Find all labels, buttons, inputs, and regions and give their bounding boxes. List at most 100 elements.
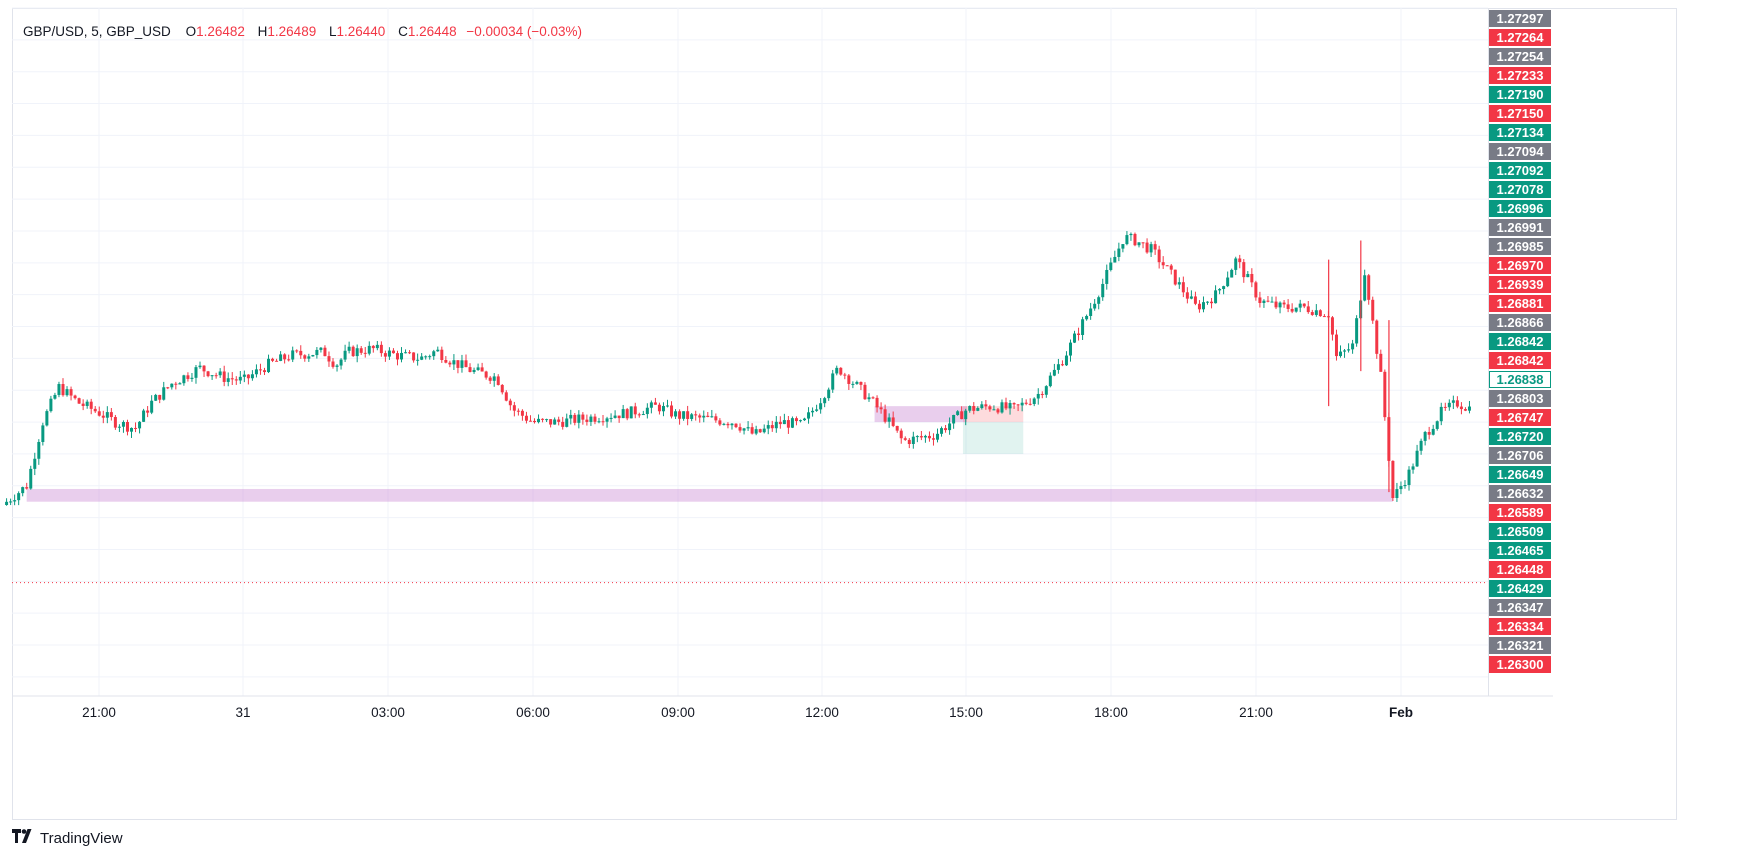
candle-body (279, 354, 283, 361)
candle (1395, 482, 1399, 502)
candle-body (1004, 402, 1008, 409)
candle-body (343, 350, 347, 360)
candle (1012, 402, 1016, 409)
candle-body (1250, 273, 1254, 283)
candle-body (226, 378, 230, 382)
price-tag-label: 1.26970 (1497, 258, 1544, 273)
candle (1165, 265, 1169, 267)
price-tag-label: 1.27078 (1497, 182, 1544, 197)
candle (1016, 404, 1020, 412)
candle (97, 406, 101, 417)
time-tick-label: 09:00 (661, 705, 695, 720)
price-tag-box (1489, 333, 1551, 350)
candle (367, 341, 371, 356)
candle-body (295, 350, 299, 352)
candle (657, 402, 661, 415)
candle (395, 350, 399, 366)
candle (464, 354, 468, 368)
candle (1310, 309, 1314, 316)
candle (1125, 231, 1129, 246)
candle-body (1161, 262, 1165, 266)
candle (1290, 303, 1294, 314)
candle-body (1226, 277, 1230, 287)
candle-body (609, 417, 613, 419)
price-tag-label: 1.26985 (1497, 239, 1544, 254)
candle-body (1064, 355, 1068, 366)
candle (541, 418, 545, 423)
candle (1419, 438, 1423, 455)
candle-body (931, 438, 935, 440)
symbol-legend[interactable]: GBP/USD, 5, GBP_USD O1.26482 H1.26489 L1… (23, 24, 582, 39)
candle-body (577, 414, 581, 423)
candle-body (1056, 364, 1060, 370)
price-tag-box (1489, 143, 1551, 160)
candle-body (1113, 256, 1117, 263)
price-tag: 1.26866 (1489, 314, 1551, 331)
price-tag-box (1489, 485, 1551, 502)
candle (1238, 254, 1242, 269)
candle-body (468, 367, 472, 373)
candle (1411, 463, 1415, 474)
price-tag: 1.26747 (1489, 409, 1551, 426)
candle-body (827, 389, 831, 399)
price-tag: 1.26881 (1489, 295, 1551, 312)
open-label: O (185, 24, 197, 39)
candle (428, 354, 432, 360)
price-tag-label: 1.27297 (1497, 11, 1544, 26)
candle (803, 417, 807, 421)
candle-body (911, 436, 915, 445)
candle-body (1052, 369, 1056, 376)
candle (113, 414, 117, 430)
price-tag: 1.26509 (1489, 523, 1551, 540)
price-tag-box (1489, 523, 1551, 540)
candle (85, 399, 89, 409)
candle (1391, 460, 1395, 501)
candle-body (875, 397, 879, 408)
candle-body (1024, 402, 1028, 404)
candle-body (823, 398, 827, 404)
price-tag: 1.27254 (1489, 48, 1551, 65)
candle (686, 405, 690, 426)
candle-body (533, 420, 537, 423)
candle-body (657, 404, 661, 412)
candle (516, 408, 520, 416)
candle-body (283, 354, 287, 360)
candle (976, 406, 980, 412)
candle-body (972, 406, 976, 411)
candle-body (988, 406, 992, 410)
candle (258, 363, 262, 375)
candle (609, 413, 613, 423)
candle-body (21, 487, 25, 494)
candle-body (73, 395, 77, 399)
candle-body (871, 397, 875, 399)
candle (1218, 288, 1222, 295)
candle-body (246, 374, 250, 379)
candle (311, 354, 315, 357)
candle (1286, 299, 1290, 313)
candle (412, 352, 416, 363)
candle (1093, 299, 1097, 311)
candle-body (262, 370, 266, 373)
candle (1330, 316, 1334, 341)
candle-body (1230, 269, 1234, 278)
price-tag-box (1489, 200, 1551, 217)
candle-body (375, 344, 379, 349)
candle (109, 408, 113, 421)
price-tag-label: 1.26996 (1497, 201, 1544, 216)
candle (512, 401, 516, 417)
candle-body (1339, 351, 1343, 357)
price-tag-box (1489, 637, 1551, 654)
tradingview-brand[interactable]: TradingView (12, 829, 123, 847)
candle-body (786, 420, 790, 428)
candle (480, 362, 484, 372)
price-tag: 1.26334 (1489, 618, 1551, 635)
candle-body (400, 352, 404, 360)
candle-body (174, 383, 178, 385)
candle (911, 431, 915, 449)
candle-body (790, 418, 794, 428)
candle (170, 383, 174, 390)
candle (835, 365, 839, 376)
candle-body (807, 412, 811, 419)
candle (178, 382, 182, 385)
